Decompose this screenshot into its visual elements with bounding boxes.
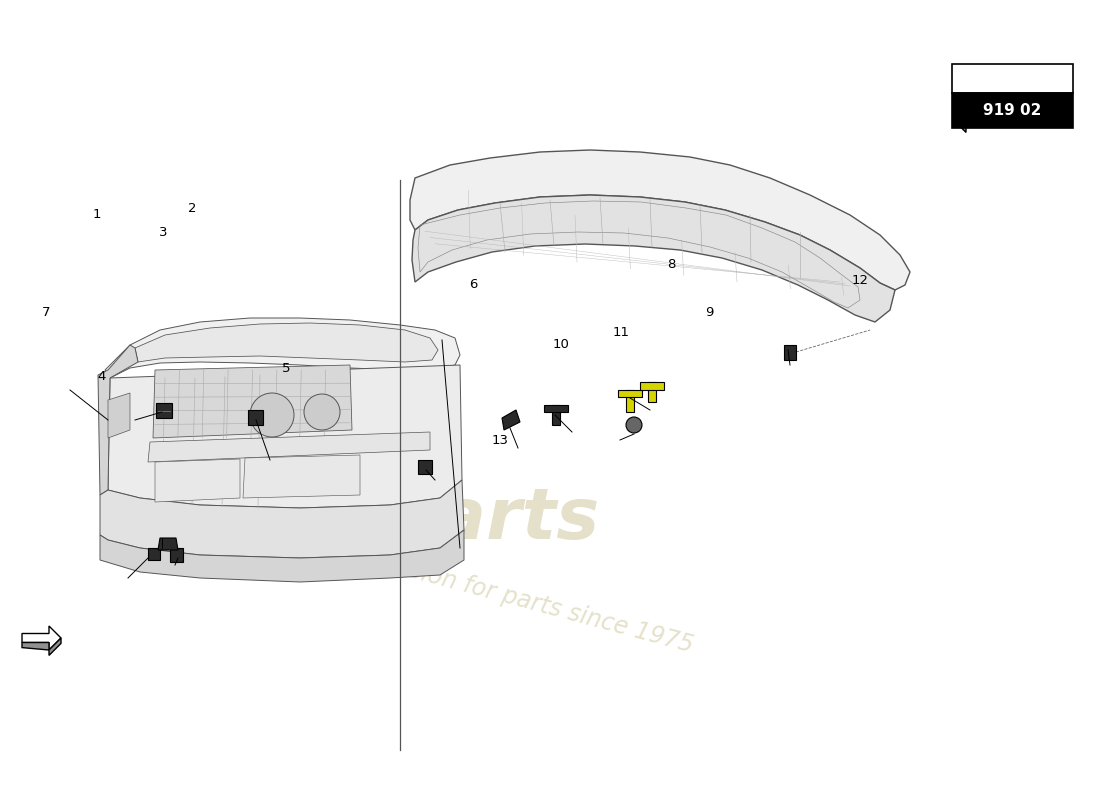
Circle shape [304,394,340,430]
Text: europarts: europarts [200,486,600,554]
Polygon shape [626,390,634,412]
Text: 7: 7 [42,306,51,318]
Polygon shape [966,119,993,127]
Circle shape [626,417,642,433]
Polygon shape [104,318,460,378]
Polygon shape [22,626,61,650]
Text: 12: 12 [851,274,869,286]
Text: 6: 6 [469,278,477,290]
Polygon shape [50,638,60,655]
Polygon shape [502,410,520,430]
Text: 1: 1 [92,208,101,221]
Polygon shape [954,103,993,127]
Text: 5: 5 [282,362,290,374]
Polygon shape [954,115,966,132]
Text: 9: 9 [705,306,714,318]
Text: 2: 2 [188,202,197,214]
Bar [952,64,1072,93]
Polygon shape [640,382,664,390]
Polygon shape [135,323,438,362]
Text: 11: 11 [613,326,630,338]
Text: 3: 3 [158,226,167,238]
Polygon shape [100,530,464,582]
Polygon shape [170,548,183,562]
Polygon shape [155,459,240,502]
Polygon shape [148,548,159,560]
Polygon shape [156,403,172,418]
Text: 13: 13 [492,434,509,446]
Polygon shape [784,345,796,360]
Text: a passion for parts since 1975: a passion for parts since 1975 [344,542,695,658]
Polygon shape [618,390,642,397]
Polygon shape [108,365,462,508]
Polygon shape [410,150,910,290]
Text: 4: 4 [97,370,106,382]
Polygon shape [648,382,656,402]
Polygon shape [544,405,568,412]
Text: 8: 8 [667,258,675,270]
Polygon shape [412,195,895,322]
Text: 919 02: 919 02 [982,103,1042,118]
Polygon shape [158,538,178,550]
Polygon shape [108,393,130,438]
Polygon shape [98,345,138,495]
Polygon shape [148,432,430,462]
Bar [952,93,1072,128]
Circle shape [250,393,294,437]
Polygon shape [22,642,50,650]
Polygon shape [552,405,560,425]
Polygon shape [418,460,432,474]
Polygon shape [243,455,360,498]
Polygon shape [100,480,464,558]
Text: 10: 10 [552,338,570,350]
Polygon shape [248,410,263,425]
Polygon shape [153,365,352,438]
